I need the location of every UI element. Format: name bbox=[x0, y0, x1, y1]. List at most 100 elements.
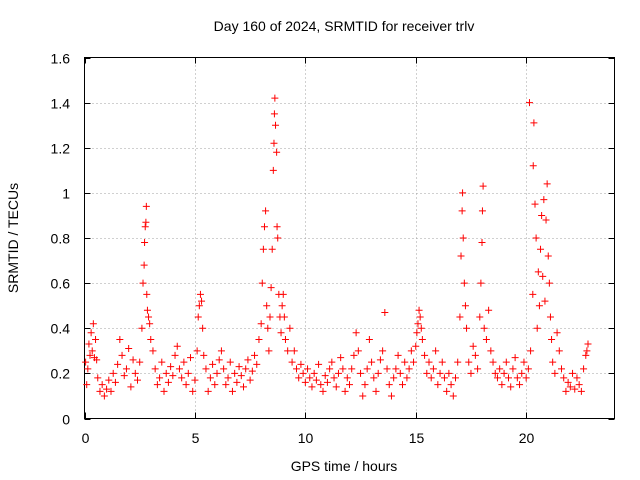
data-point bbox=[467, 369, 475, 377]
data-point bbox=[231, 369, 239, 377]
data-point bbox=[141, 223, 149, 231]
data-point bbox=[396, 369, 404, 377]
data-point bbox=[545, 279, 553, 287]
data-point bbox=[310, 369, 318, 377]
data-point bbox=[491, 369, 499, 377]
data-point bbox=[281, 336, 289, 344]
data-point bbox=[162, 369, 170, 377]
data-point bbox=[385, 381, 393, 389]
data-point bbox=[202, 365, 210, 373]
data-point bbox=[529, 162, 537, 170]
data-point bbox=[583, 347, 591, 355]
data-point bbox=[194, 313, 202, 321]
data-point bbox=[541, 297, 549, 305]
data-point bbox=[434, 381, 442, 389]
data-point bbox=[500, 369, 508, 377]
data-point bbox=[93, 356, 101, 364]
data-point bbox=[167, 363, 175, 371]
data-point bbox=[131, 369, 139, 377]
data-point bbox=[425, 358, 433, 366]
data-point bbox=[169, 372, 177, 380]
data-point bbox=[146, 320, 154, 328]
data-point bbox=[454, 358, 462, 366]
y-tick-label: 0 bbox=[62, 412, 70, 428]
data-point bbox=[459, 189, 467, 197]
data-point bbox=[505, 374, 512, 382]
data-point bbox=[184, 369, 192, 377]
data-point bbox=[257, 320, 265, 328]
data-point bbox=[379, 347, 387, 355]
data-point bbox=[573, 374, 581, 382]
data-point bbox=[365, 336, 373, 344]
data-point bbox=[266, 313, 274, 321]
data-point bbox=[520, 358, 528, 366]
data-point bbox=[421, 351, 429, 359]
data-point bbox=[273, 223, 281, 231]
data-point bbox=[328, 358, 336, 366]
data-point bbox=[361, 381, 369, 389]
data-point bbox=[539, 272, 547, 280]
data-point bbox=[516, 381, 524, 389]
grid-lines bbox=[84, 57, 615, 419]
data-point bbox=[543, 180, 551, 188]
data-point bbox=[277, 329, 285, 337]
data-point bbox=[485, 306, 493, 314]
data-point bbox=[187, 354, 194, 362]
data-point bbox=[301, 378, 309, 386]
data-point bbox=[569, 369, 577, 377]
y-tick-label: 1 bbox=[62, 186, 70, 202]
data-point bbox=[143, 290, 151, 298]
data-point bbox=[381, 308, 389, 316]
data-point bbox=[527, 347, 535, 355]
data-point bbox=[315, 360, 323, 368]
data-point bbox=[363, 365, 371, 373]
data-point bbox=[114, 360, 122, 368]
data-point bbox=[120, 372, 128, 380]
data-point bbox=[149, 347, 157, 355]
data-point bbox=[271, 94, 279, 102]
data-point bbox=[142, 202, 150, 210]
data-point bbox=[306, 374, 314, 382]
data-point bbox=[522, 374, 530, 382]
data-point bbox=[341, 387, 349, 395]
data-point bbox=[116, 336, 124, 344]
data-point bbox=[564, 378, 572, 386]
data-point bbox=[259, 245, 267, 253]
data-point bbox=[264, 324, 272, 332]
data-point bbox=[575, 381, 583, 389]
data-point bbox=[412, 342, 420, 350]
data-point bbox=[540, 196, 548, 204]
data-point bbox=[145, 313, 153, 321]
data-point bbox=[334, 369, 342, 377]
data-point bbox=[286, 324, 294, 332]
data-point bbox=[337, 354, 345, 362]
data-point bbox=[213, 369, 221, 377]
data-point bbox=[255, 336, 263, 344]
data-point bbox=[387, 392, 395, 400]
data-point bbox=[312, 376, 320, 384]
data-point bbox=[204, 387, 212, 395]
data-points bbox=[82, 94, 592, 400]
data-point bbox=[308, 383, 316, 391]
data-point bbox=[220, 365, 228, 373]
data-point bbox=[263, 302, 271, 310]
data-point bbox=[156, 374, 164, 382]
data-point bbox=[502, 358, 510, 366]
data-point bbox=[278, 302, 286, 310]
data-point bbox=[531, 200, 539, 208]
data-point bbox=[551, 369, 559, 377]
data-point bbox=[458, 207, 466, 215]
data-point bbox=[548, 336, 556, 344]
data-point bbox=[535, 302, 543, 310]
data-point bbox=[267, 284, 275, 292]
data-point bbox=[206, 374, 214, 382]
data-point bbox=[407, 347, 415, 355]
data-point bbox=[299, 369, 307, 377]
data-point bbox=[288, 358, 296, 366]
data-point bbox=[509, 365, 517, 373]
data-point bbox=[244, 356, 252, 364]
data-point bbox=[180, 358, 188, 366]
data-point bbox=[158, 358, 166, 366]
x-tick-label: 5 bbox=[192, 430, 200, 446]
